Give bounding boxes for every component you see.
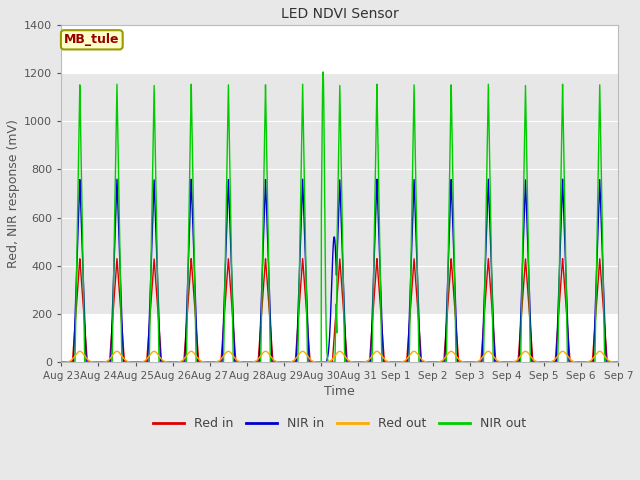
Bar xyxy=(61,73,618,314)
Title: LED NDVI Sensor: LED NDVI Sensor xyxy=(281,7,399,21)
Text: MB_tule: MB_tule xyxy=(64,33,120,47)
Legend: Red in, NIR in, Red out, NIR out: Red in, NIR in, Red out, NIR out xyxy=(148,412,532,435)
Y-axis label: Red, NIR response (mV): Red, NIR response (mV) xyxy=(7,119,20,268)
X-axis label: Time: Time xyxy=(324,385,355,398)
